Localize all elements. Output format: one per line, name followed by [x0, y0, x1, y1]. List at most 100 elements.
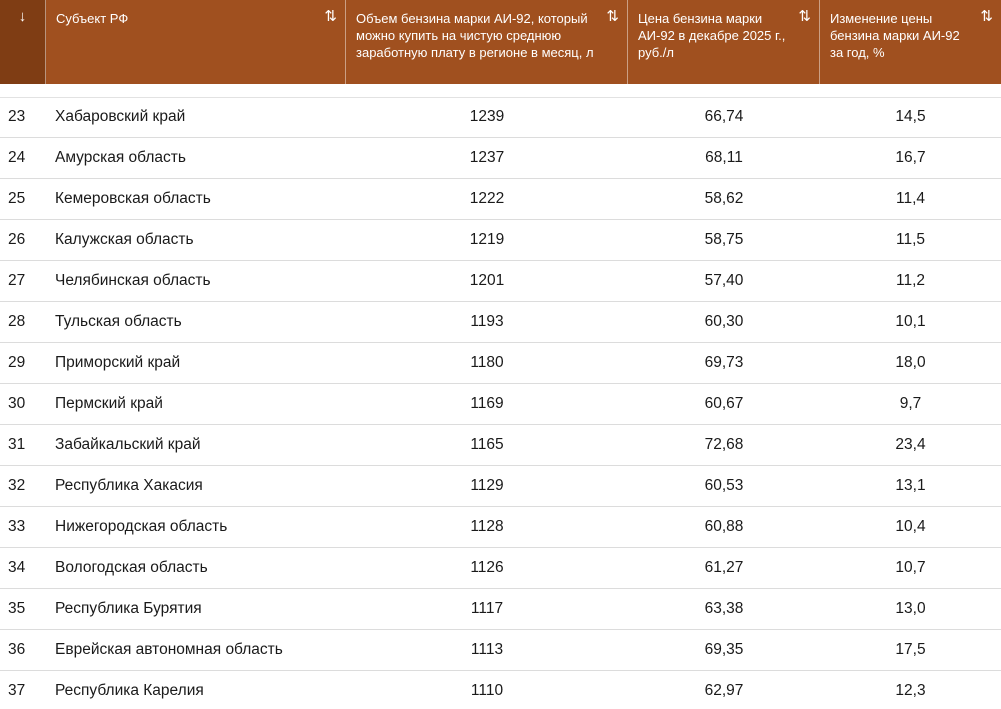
price-cell: 72,68: [704, 436, 744, 453]
table-row: 26 Калужская область 1219 58,75 11,5: [0, 220, 1001, 261]
table-row: 25 Кемеровская область 1222 58,62 11,4: [0, 179, 1001, 220]
sort-icon[interactable]: ⇅: [980, 8, 993, 25]
rank-cell: 29: [8, 354, 26, 371]
region-cell: Калужская область: [55, 231, 194, 248]
change-cell: 12,3: [895, 682, 926, 699]
region-cell: Хабаровский край: [55, 108, 186, 125]
region-cell: Тульская область: [55, 313, 182, 330]
price-cell: 60,53: [704, 477, 744, 494]
price-cell: 58,62: [704, 190, 744, 207]
region-cell: Кемеровская область: [55, 190, 211, 207]
rank-cell: 26: [8, 231, 26, 248]
table-row: 27 Челябинская область 1201 57,40 11,2: [0, 261, 1001, 302]
table-row: 23 Хабаровский край 1239 66,74 14,5: [0, 97, 1001, 138]
change-cell: 10,1: [895, 313, 926, 330]
table-row: 29 Приморский край 1180 69,73 18,0: [0, 343, 1001, 384]
price-cell: 60,88: [704, 518, 744, 535]
sort-icon[interactable]: ⇅: [606, 8, 619, 25]
rank-cell: 24: [8, 149, 26, 166]
table-row: 31 Забайкальский край 1165 72,68 23,4: [0, 425, 1001, 466]
price-column-header[interactable]: Цена бензина марки АИ-92 в декабре 2025 …: [628, 0, 820, 84]
volume-cell: 1117: [470, 600, 504, 617]
volume-cell: 1219: [469, 231, 505, 248]
table-row: 30 Пермский край 1169 60,67 9,7: [0, 384, 1001, 425]
rank-cell: 28: [8, 313, 26, 330]
table-row: 35 Республика Бурятия 1117 63,38 13,0: [0, 589, 1001, 630]
price-cell: 68,11: [705, 149, 743, 166]
volume-cell: 1237: [469, 149, 505, 166]
change-cell: 13,0: [895, 600, 926, 617]
volume-cell: 1165: [470, 436, 504, 453]
volume-cell: 1113: [470, 641, 504, 658]
table-body: 23 Хабаровский край 1239 66,74 14,5 24 А…: [0, 97, 1001, 709]
change-cell: 10,7: [895, 559, 926, 576]
table-row: 32 Республика Хакасия 1129 60,53 13,1: [0, 466, 1001, 507]
region-column-header[interactable]: Субъект РФ ⇅: [46, 0, 346, 84]
change-column-header[interactable]: Изменение цены бензина марки АИ-92 за го…: [820, 0, 1001, 84]
price-cell: 63,38: [704, 600, 744, 617]
region-cell: Республика Бурятия: [55, 600, 202, 617]
region-cell: Вологодская область: [55, 559, 208, 576]
region-cell: Еврейская автономная область: [55, 641, 283, 658]
change-cell: 18,0: [895, 354, 926, 371]
table-header: ↓ Субъект РФ ⇅ Объем бензина марки АИ-92…: [0, 0, 1001, 84]
volume-cell: 1128: [470, 518, 504, 535]
rank-cell: 23: [8, 108, 26, 125]
column-header-label: Объем бензина марки АИ-92, который можно…: [356, 11, 594, 60]
column-header-label: Изменение цены бензина марки АИ-92 за го…: [830, 11, 960, 60]
region-cell: Пермский край: [55, 395, 163, 412]
volume-cell: 1239: [469, 108, 505, 125]
volume-cell: 1129: [470, 477, 504, 494]
arrow-down-icon[interactable]: ↓: [18, 8, 27, 25]
rank-cell: 37: [8, 682, 26, 699]
column-header-label: Субъект РФ: [56, 11, 129, 26]
table-row: 24 Амурская область 1237 68,11 16,7: [0, 138, 1001, 179]
volume-cell: 1180: [470, 354, 504, 371]
volume-column-header[interactable]: Объем бензина марки АИ-92, который можно…: [346, 0, 628, 84]
region-cell: Республика Карелия: [55, 682, 204, 699]
region-cell: Республика Хакасия: [55, 477, 203, 494]
change-cell: 13,1: [895, 477, 926, 494]
rank-cell: 30: [8, 395, 26, 412]
volume-cell: 1126: [470, 559, 504, 576]
volume-cell: 1201: [469, 272, 505, 289]
price-cell: 69,73: [704, 354, 744, 371]
sort-icon[interactable]: ⇅: [798, 8, 811, 25]
table-row: 37 Республика Карелия 1110 62,97 12,3: [0, 671, 1001, 709]
table-row: 28 Тульская область 1193 60,30 10,1: [0, 302, 1001, 343]
change-cell: 9,7: [899, 395, 922, 412]
price-cell: 57,40: [704, 272, 744, 289]
change-cell: 16,7: [895, 149, 926, 166]
table-row: 34 Вологодская область 1126 61,27 10,7: [0, 548, 1001, 589]
region-cell: Приморский край: [55, 354, 181, 371]
rank-cell: 31: [8, 436, 26, 453]
rank-cell: 34: [8, 559, 26, 576]
change-cell: 11,5: [895, 231, 926, 248]
region-cell: Амурская область: [55, 149, 186, 166]
sort-icon[interactable]: ⇅: [324, 8, 337, 25]
change-cell: 17,5: [895, 641, 926, 658]
price-cell: 69,35: [704, 641, 744, 658]
volume-cell: 1222: [469, 190, 505, 207]
change-cell: 11,2: [895, 272, 926, 289]
rank-cell: 32: [8, 477, 26, 494]
rank-cell: 36: [8, 641, 26, 658]
rank-cell: 25: [8, 190, 26, 207]
volume-cell: 1193: [470, 313, 504, 330]
change-cell: 23,4: [895, 436, 926, 453]
column-header-label: Цена бензина марки АИ-92 в декабре 2025 …: [638, 11, 786, 60]
table-row: 33 Нижегородская область 1128 60,88 10,4: [0, 507, 1001, 548]
region-cell: Челябинская область: [55, 272, 211, 289]
price-cell: 60,30: [704, 313, 744, 330]
region-cell: Забайкальский край: [55, 436, 201, 453]
rank-cell: 35: [8, 600, 26, 617]
rank-column-header[interactable]: ↓: [0, 0, 46, 84]
price-cell: 62,97: [704, 682, 744, 699]
header-spacer: [0, 84, 1001, 98]
change-cell: 14,5: [895, 108, 926, 125]
price-cell: 66,74: [704, 108, 744, 125]
price-cell: 60,67: [704, 395, 744, 412]
volume-cell: 1169: [470, 395, 504, 412]
price-cell: 58,75: [704, 231, 744, 248]
